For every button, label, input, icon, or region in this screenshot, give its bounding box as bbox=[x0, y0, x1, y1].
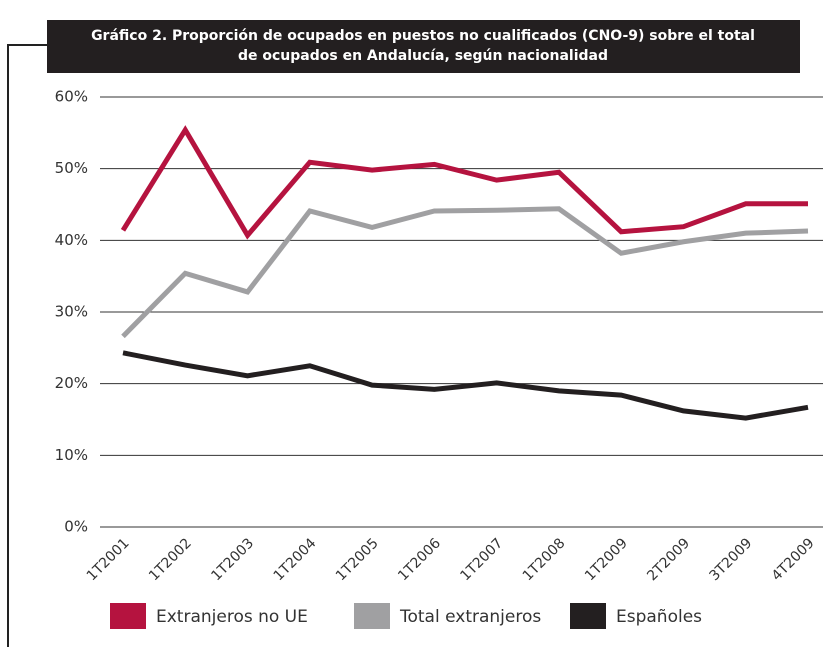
x-tick-label: 3T2009 bbox=[707, 535, 756, 584]
y-tick-label: 10% bbox=[55, 446, 88, 464]
frame bbox=[7, 44, 47, 647]
x-tick-label: 1T2002 bbox=[146, 535, 195, 584]
legend-swatch bbox=[354, 603, 390, 629]
y-tick-label: 0% bbox=[64, 518, 88, 536]
x-tick-label: 4T2009 bbox=[769, 535, 818, 584]
x-tick-label: 1T2008 bbox=[520, 535, 569, 584]
y-tick-label: 40% bbox=[55, 231, 88, 249]
series-line bbox=[122, 350, 809, 421]
y-tick-label: 50% bbox=[55, 159, 88, 177]
legend-swatch bbox=[110, 603, 146, 629]
chart-title: Gráfico 2. Proporción de ocupados en pue… bbox=[91, 28, 755, 64]
y-tick-label: 20% bbox=[55, 374, 88, 392]
x-tick-label: 1T2009 bbox=[582, 535, 631, 584]
x-tick-label: 1T2007 bbox=[457, 535, 506, 584]
series-line bbox=[120, 125, 808, 240]
legend-label: Españoles bbox=[616, 607, 702, 627]
x-tick-label: 1T2001 bbox=[84, 535, 133, 584]
title-box bbox=[47, 20, 800, 73]
x-tick-label: 1T2003 bbox=[208, 535, 257, 584]
y-tick-label: 30% bbox=[55, 303, 88, 321]
x-tick-label: 2T2009 bbox=[644, 535, 693, 584]
y-tick-label: 60% bbox=[55, 88, 88, 106]
series-line bbox=[121, 206, 809, 339]
x-tick-label: 1T2004 bbox=[271, 535, 320, 584]
x-tick-label: 1T2005 bbox=[333, 535, 382, 584]
x-tick-label: 1T2006 bbox=[395, 535, 444, 584]
legend-label: Extranjeros no UE bbox=[156, 607, 308, 627]
legend-label: Total extranjeros bbox=[399, 607, 541, 627]
legend-swatch bbox=[570, 603, 606, 629]
